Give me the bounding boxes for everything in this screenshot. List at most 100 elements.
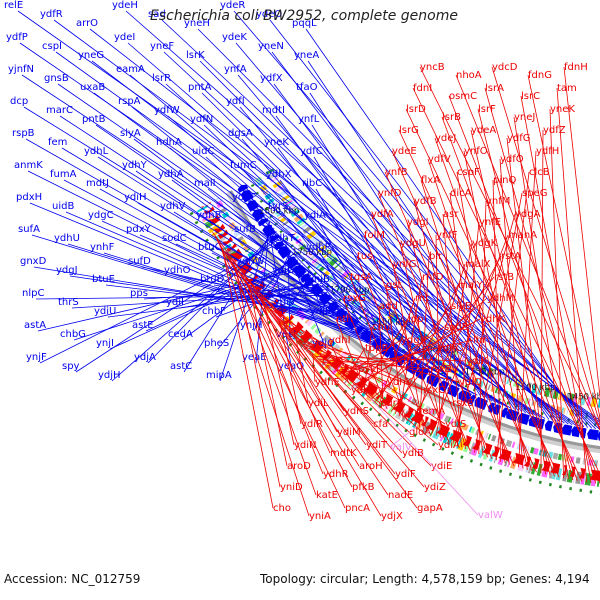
reverse-gene-arrow bbox=[578, 468, 586, 479]
reverse-gene-label: lsrB bbox=[442, 112, 461, 123]
outer-feature-band-segment bbox=[449, 434, 460, 448]
inner-feature-band-segment bbox=[260, 268, 267, 274]
highlight-gene-label: valW bbox=[478, 510, 503, 521]
reverse-gene-arrow bbox=[226, 242, 237, 252]
forward-gene-label: lsrR bbox=[152, 73, 171, 84]
forward-gene-label: ynjH bbox=[240, 320, 263, 331]
reverse-leader-line bbox=[495, 171, 530, 461]
forward-feature-band-segment bbox=[536, 385, 544, 396]
inner-feature-band-segment bbox=[407, 396, 413, 403]
forward-leader-line bbox=[137, 202, 405, 356]
forward-gene-label: pdxH bbox=[16, 192, 42, 203]
forward-gene-arrow bbox=[300, 273, 311, 284]
forward-gene-label: ydiA bbox=[304, 210, 326, 221]
forward-gene-label: thrS bbox=[58, 297, 79, 308]
reverse-gene-label: ynfE bbox=[479, 217, 501, 228]
reverse-leader-line bbox=[427, 158, 533, 472]
tick-mark bbox=[250, 183, 255, 188]
forward-leader-line bbox=[197, 28, 596, 430]
forward-feature-band-segment bbox=[494, 370, 501, 381]
forward-feature-band-segment bbox=[267, 172, 278, 180]
reverse-gene-label: ydeA bbox=[471, 125, 496, 136]
inner-feature-band-segment bbox=[361, 366, 367, 373]
forward-gene-label: ydjA bbox=[134, 352, 156, 363]
reverse-leader-line bbox=[410, 255, 502, 424]
reverse-leader-line bbox=[419, 66, 600, 431]
tick-mark bbox=[189, 211, 194, 216]
mid-feature-band-segment bbox=[496, 387, 502, 395]
forward-gene-label: yneK bbox=[264, 137, 289, 148]
reverse-leader-line bbox=[257, 296, 367, 446]
forward-leader-line bbox=[53, 19, 600, 423]
reverse-gene-label: ynfB bbox=[385, 167, 408, 178]
reverse-leader-line bbox=[520, 95, 592, 483]
reverse-gene-label: rstB bbox=[494, 272, 514, 283]
forward-gene-label: sufB bbox=[234, 224, 256, 235]
forward-gene-label: tfaO bbox=[296, 82, 318, 93]
reverse-gene-label: cfa bbox=[373, 419, 388, 430]
forward-leader-line bbox=[111, 234, 279, 382]
reverse-gene-label: ydhI bbox=[329, 335, 351, 346]
mid-feature-band-segment bbox=[257, 180, 264, 187]
tick-mark bbox=[327, 377, 331, 381]
reverse-gene-label: ydiM bbox=[337, 427, 361, 438]
forward-gene-label: ynfA bbox=[224, 64, 247, 75]
forward-gene-label: pdxY bbox=[126, 224, 152, 235]
inner-feature-band-segment bbox=[570, 456, 575, 463]
reverse-gene-arrow bbox=[498, 448, 512, 462]
forward-gene-label: lsrK bbox=[186, 50, 205, 61]
mid-feature-band-segment bbox=[290, 232, 297, 238]
forward-gene-label: ydhB bbox=[196, 210, 222, 221]
inner-feature-band-segment bbox=[424, 405, 431, 413]
forward-leader-line bbox=[169, 147, 464, 390]
forward-leader-line bbox=[219, 224, 273, 382]
forward-gene-arrow bbox=[240, 189, 254, 203]
forward-leader-line bbox=[33, 266, 357, 321]
reverse-gene-label: rsxG bbox=[343, 293, 366, 304]
inner-feature-band-segment bbox=[533, 447, 539, 455]
forward-leader-line bbox=[23, 106, 511, 409]
forward-gene-arrow bbox=[597, 430, 600, 441]
tick-mark bbox=[319, 370, 323, 375]
inner-feature-band-segment bbox=[470, 426, 476, 434]
forward-gene-label: dgsA bbox=[228, 128, 253, 139]
forward-gene-label: gnxD bbox=[20, 256, 47, 267]
reverse-gene-label: ydhE bbox=[315, 377, 340, 388]
reverse-gene-arrow bbox=[344, 368, 360, 383]
reverse-gene-label: ydiN bbox=[294, 440, 317, 451]
forward-gene-label: pntB bbox=[82, 114, 106, 125]
reverse-gene-label: yniD bbox=[280, 482, 303, 493]
forward-gene-label: fumC bbox=[230, 160, 257, 171]
outer-feature-band-segment bbox=[584, 473, 592, 486]
tick-mark bbox=[307, 265, 311, 269]
reverse-gene-label: slyB bbox=[451, 301, 472, 312]
inner-feature-band-segment bbox=[224, 215, 232, 223]
forward-gene-label: arrO bbox=[76, 18, 98, 29]
mid-feature-band-segment bbox=[517, 395, 524, 403]
reverse-gene-label: yncB bbox=[420, 62, 445, 73]
reverse-leader-line bbox=[463, 150, 528, 470]
forward-feature-band-segment bbox=[284, 199, 293, 207]
inner-feature-band-segment bbox=[487, 433, 492, 440]
reverse-leader-line bbox=[219, 243, 310, 517]
mid-feature-band-segment bbox=[302, 247, 310, 254]
mid-feature-band-segment bbox=[318, 265, 326, 273]
reverse-leader-line bbox=[254, 292, 403, 454]
tick-mark bbox=[479, 462, 483, 467]
tick-mark bbox=[497, 398, 501, 402]
tick-mark bbox=[210, 247, 215, 251]
forward-gene-label: ydhY bbox=[122, 160, 148, 171]
forward-gene-label: ydfI bbox=[226, 96, 245, 107]
forward-leader-line bbox=[285, 244, 327, 350]
reverse-leader-line bbox=[212, 231, 418, 509]
reverse-gene-label: ydiA bbox=[438, 440, 460, 451]
reverse-gene-arrow bbox=[403, 406, 415, 419]
forward-feature-band-segment bbox=[357, 285, 365, 293]
reverse-gene-label: ydgA bbox=[515, 209, 541, 220]
forward-leader-line bbox=[29, 202, 415, 363]
tick-mark bbox=[368, 407, 373, 412]
forward-leader-line bbox=[321, 284, 334, 299]
reverse-gene-label: ynfM bbox=[486, 196, 510, 207]
tick-mark bbox=[431, 442, 436, 447]
